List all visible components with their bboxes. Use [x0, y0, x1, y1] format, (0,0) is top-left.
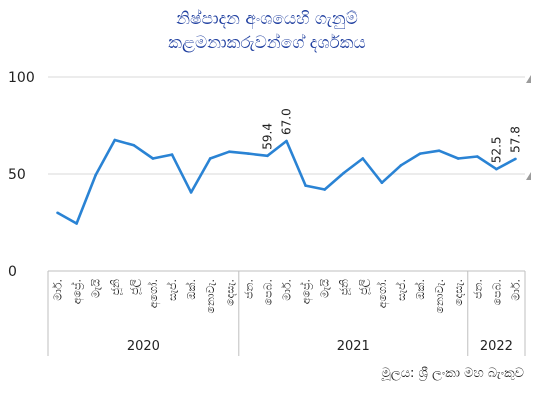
- data-point: [399, 163, 403, 167]
- data-label: 52.5: [489, 136, 503, 163]
- y-tick-label-0: 0: [8, 264, 17, 280]
- year-label-2021: 2021: [337, 339, 370, 354]
- data-point: [323, 188, 326, 191]
- data-point: [113, 138, 117, 142]
- data-point: [151, 157, 155, 160]
- data-point: [495, 167, 498, 171]
- x-tick-label: ජූනි: [338, 279, 351, 296]
- data-point: [227, 150, 231, 153]
- x-tick-label: පෙබ.: [261, 279, 274, 305]
- year-label-2022: 2022: [480, 339, 513, 354]
- x-tick-label: ජන.: [242, 279, 255, 299]
- data-point: [456, 157, 460, 160]
- data-point: [94, 173, 97, 177]
- data-label: 67.0: [280, 108, 294, 135]
- data-point: [170, 153, 174, 156]
- x-tick-label: මාර්.: [52, 279, 65, 301]
- data-point: [342, 171, 346, 175]
- year-label-2020: 2020: [127, 339, 160, 354]
- data-point: [75, 222, 78, 225]
- data-point: [514, 157, 517, 161]
- data-label: 59.4: [260, 123, 274, 150]
- x-tick-label: අප්‍රේ.: [70, 279, 85, 304]
- data-point: [132, 143, 136, 147]
- data-point: [361, 157, 365, 160]
- data-point: [208, 157, 212, 160]
- x-tick-label: නොවැ.: [433, 279, 446, 314]
- data-point: [380, 181, 384, 185]
- x-tick-label: දෙසැ.: [223, 279, 236, 306]
- data-point: [476, 155, 479, 158]
- data-point: [437, 149, 441, 153]
- data-point: [418, 152, 422, 155]
- x-tick-label: අගෝ.: [375, 279, 390, 308]
- x-tick-label: අප්‍රේ.: [298, 279, 313, 304]
- y-tick-label-100: 100: [8, 70, 35, 86]
- x-tick-label: මාර්.: [281, 279, 294, 301]
- chart-title-line-1: නිෂ්පාදන අංශයෙහි ගැනුම්: [176, 9, 358, 29]
- data-point: [56, 211, 59, 215]
- data-point: [304, 184, 307, 187]
- source-note: මූලය: ශ්‍රී ලංකා මහ බැංකුව: [381, 366, 524, 381]
- x-tick-label: ජූනි: [109, 279, 122, 296]
- x-tick-label: දෙසැ.: [452, 279, 465, 306]
- x-tick-label: ජූලි: [357, 278, 371, 295]
- gridline-marker-100: [526, 75, 531, 83]
- x-tick-label: සැප්.: [394, 279, 408, 301]
- x-tick-label: මැයි: [319, 279, 332, 298]
- x-tick-label: සැප්.: [165, 279, 179, 301]
- x-tick-label: අගෝ.: [146, 279, 161, 308]
- gridline-marker-50: [526, 172, 531, 180]
- chart-title-line-2: කළමනාකරුවන්ගේ දර්ශකය: [168, 33, 366, 53]
- data-point: [266, 154, 269, 158]
- series-line: [56, 138, 517, 225]
- x-tick-label: මැයි: [90, 279, 103, 298]
- x-tick-label: ජන.: [471, 279, 484, 299]
- x-tick-label: ඔක්.: [413, 279, 427, 300]
- x-tick-label: මාර්.: [509, 279, 522, 301]
- y-tick-label-50: 50: [8, 167, 26, 183]
- data-label: 57.8: [508, 126, 522, 153]
- x-tick-label: ඔක්.: [184, 279, 198, 300]
- data-point: [247, 152, 250, 155]
- data-point: [189, 191, 193, 194]
- x-tick-label: පෙබ.: [490, 279, 503, 305]
- data-point: [285, 139, 288, 143]
- x-tick-label: නොවැ.: [204, 279, 217, 314]
- x-tick-label: ජූලි: [128, 278, 142, 295]
